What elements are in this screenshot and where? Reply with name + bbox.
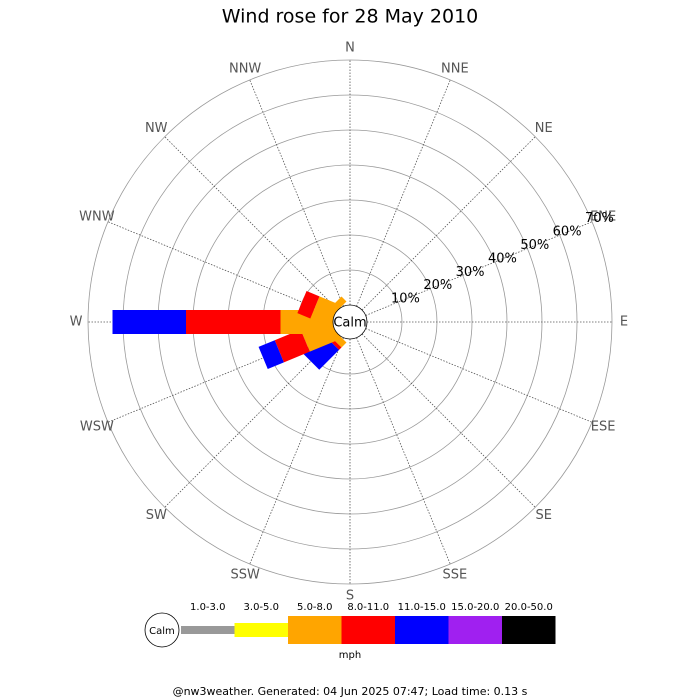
ring-label: 70% xyxy=(585,211,614,226)
ring-label: 50% xyxy=(520,238,549,253)
unit-label: mph xyxy=(339,650,361,661)
ring-label: 10% xyxy=(391,292,420,307)
spoke xyxy=(361,333,536,508)
direction-label: S xyxy=(346,589,354,604)
spoke xyxy=(164,333,339,508)
spoke xyxy=(356,79,451,307)
legend-swatch xyxy=(395,616,449,644)
direction-label: NNW xyxy=(229,61,261,76)
spoke xyxy=(365,328,593,423)
spoke xyxy=(249,337,344,565)
legend-swatch xyxy=(181,626,235,634)
spoke xyxy=(356,337,451,565)
direction-label: NW xyxy=(145,121,168,136)
direction-label: NNE xyxy=(441,61,469,76)
legend-label: 11.0-15.0 xyxy=(398,602,446,613)
spoke xyxy=(107,221,335,316)
grid-ring xyxy=(87,59,613,585)
direction-label: ENE xyxy=(590,210,616,225)
legend-label: 1.0-3.0 xyxy=(190,602,225,613)
direction-label: SSE xyxy=(442,568,467,583)
legend-label: 5.0-8.0 xyxy=(297,602,332,613)
legend-label: 15.0-20.0 xyxy=(451,602,499,613)
calm-circle xyxy=(332,304,368,340)
legend-swatch xyxy=(502,616,556,644)
calm-label: Calm xyxy=(333,316,366,331)
bar-segment xyxy=(324,296,347,319)
direction-label: N xyxy=(345,41,355,56)
bar-segment xyxy=(310,296,339,327)
legend-label: 3.0-5.0 xyxy=(244,602,279,613)
direction-label: ESE xyxy=(591,419,616,434)
legend-calm-label: Calm xyxy=(149,626,175,637)
bar-segment xyxy=(258,340,284,370)
legend-label: 20.0-50.0 xyxy=(505,602,553,613)
spoke xyxy=(361,136,536,311)
direction-label: SE xyxy=(536,508,552,523)
direction-label: SW xyxy=(146,508,167,523)
footer: @nw3weather. Generated: 04 Jun 2025 07:4… xyxy=(173,685,528,698)
bar-segment xyxy=(274,329,310,363)
direction-label: W xyxy=(70,315,83,330)
legend-swatch xyxy=(234,623,288,637)
direction-label: E xyxy=(620,315,628,330)
direction-label: WNW xyxy=(79,210,115,225)
legend-calm xyxy=(144,612,180,648)
direction-label: WSW xyxy=(80,419,114,434)
legend-label: 8.0-11.0 xyxy=(347,602,389,613)
spoke xyxy=(249,79,344,307)
spoke xyxy=(107,328,335,423)
bar-segment xyxy=(112,310,186,334)
ring-label: 30% xyxy=(456,265,485,280)
bar-segment xyxy=(297,291,320,319)
ring-label: 60% xyxy=(553,225,582,240)
legend-swatch xyxy=(341,616,395,644)
chart-title: Wind rose for 28 May 2010 xyxy=(222,6,479,28)
direction-label: SSW xyxy=(230,568,260,583)
ring-label: 20% xyxy=(423,278,452,293)
legend-swatch xyxy=(448,616,502,644)
ring-label: 40% xyxy=(488,251,517,266)
direction-label: NE xyxy=(535,121,553,136)
spoke xyxy=(164,136,339,311)
bar-segment xyxy=(186,310,281,334)
spoke xyxy=(365,221,593,316)
legend-swatch xyxy=(288,616,342,644)
